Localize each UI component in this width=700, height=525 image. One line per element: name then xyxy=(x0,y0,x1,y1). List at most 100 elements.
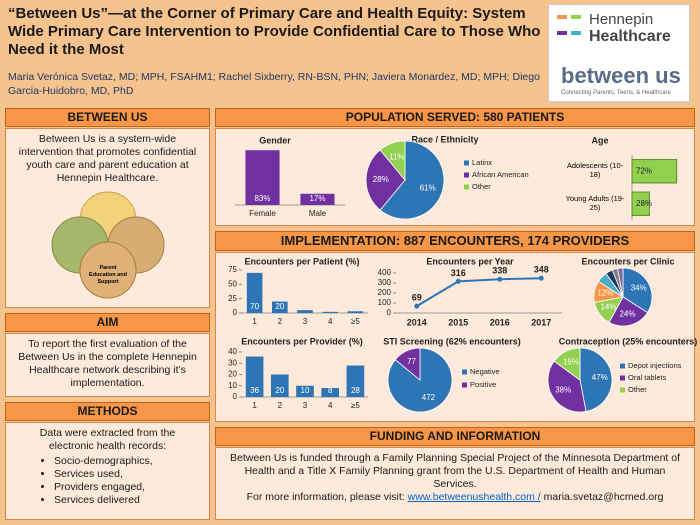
x-tick-label: 2014 xyxy=(407,317,427,327)
list-item: Services delivered xyxy=(54,494,199,507)
pie-slice xyxy=(547,360,587,413)
data-label: 17% xyxy=(309,194,325,203)
logo-tagline: Connecting Parents, Teens, & Healthcare xyxy=(561,90,671,96)
paragraph: To report the first evaluation of the Be… xyxy=(18,338,197,389)
x-tick-label: 3 xyxy=(303,401,308,410)
y-tick-label: 20 xyxy=(228,370,237,379)
x-tick-label: 1 xyxy=(252,317,257,326)
pie-slice xyxy=(617,267,624,298)
bar xyxy=(297,310,313,313)
bar xyxy=(245,356,264,397)
y-tick-label: Adolescents (10-18) xyxy=(566,161,624,180)
legend-swatch xyxy=(620,375,625,381)
legend-label: Other xyxy=(472,182,491,191)
bar xyxy=(296,385,314,397)
data-label: 77 xyxy=(407,357,416,366)
panel xyxy=(215,128,695,226)
chart-title: STI Screening (62% encounters) xyxy=(383,336,521,346)
contact: For more information, please visit: www.… xyxy=(230,491,680,504)
line xyxy=(416,277,542,307)
legend-swatch xyxy=(620,363,625,369)
data-label: 70 xyxy=(250,302,259,311)
bar xyxy=(270,374,289,397)
pie-slice xyxy=(394,347,421,381)
y-tick-label: 400 xyxy=(378,268,392,277)
legend-label: Negative xyxy=(470,367,500,376)
legend-label: Oral tablets xyxy=(628,373,667,382)
chart-title: Contraception (25% encounters) xyxy=(559,336,698,346)
heading: BETWEEN US xyxy=(5,108,210,127)
y-tick-label: Young Adults (19-25) xyxy=(565,193,625,212)
y-tick-label: 50 xyxy=(228,279,237,288)
data-label: 83% xyxy=(254,194,270,203)
data-label: 20 xyxy=(275,302,284,311)
y-tick-label: 25 xyxy=(228,294,237,303)
chart-title: Gender xyxy=(259,135,291,145)
x-tick-label: 3 xyxy=(303,317,308,326)
pie-slice xyxy=(379,140,406,182)
data-label: 472 xyxy=(422,393,436,402)
logo-brand: between us xyxy=(561,63,681,88)
data-label: 28% xyxy=(636,199,652,208)
y-tick-label: 100 xyxy=(378,298,392,307)
data-label: 34% xyxy=(631,283,647,292)
data-label: 14% xyxy=(600,303,616,312)
heading: METHODS xyxy=(5,402,210,421)
heading: FUNDING AND INFORMATION xyxy=(215,427,695,446)
data-label: 47% xyxy=(592,373,608,382)
y-tick-label: 40 xyxy=(228,347,237,356)
diagram-label: Parent Education and Support xyxy=(89,265,127,285)
legend-label: Other xyxy=(628,385,647,394)
legend-swatch xyxy=(464,184,469,190)
legend-swatch xyxy=(462,382,467,388)
y-tick-label: 0 xyxy=(233,392,238,401)
data-label: 36 xyxy=(250,386,259,395)
heading: POPULATION SERVED: 580 PATIENTS xyxy=(215,108,695,127)
bar xyxy=(245,150,280,205)
bar xyxy=(321,388,340,397)
data-label: 61% xyxy=(420,183,436,192)
y-tick-label: 75 xyxy=(228,265,237,274)
x-tick-label: 2015 xyxy=(448,317,468,327)
legend-label: Depot injections xyxy=(628,361,682,370)
data-label: 348 xyxy=(534,265,549,275)
bar xyxy=(246,272,263,313)
y-tick-label: 0 xyxy=(387,308,392,317)
x-tick-label: 2 xyxy=(278,317,283,326)
data-label: 28% xyxy=(373,175,389,184)
bar xyxy=(322,311,339,313)
paragraph: Between Us is a system-wide intervention… xyxy=(18,133,197,184)
x-tick-label: Male xyxy=(309,209,327,218)
chart-title: Encounters per Provider (%) xyxy=(241,336,363,346)
link[interactable]: www.betweenushealth.com / xyxy=(407,491,541,503)
data-label: 11% xyxy=(389,152,404,161)
data-label: 38% xyxy=(555,386,571,395)
email: maria.svetaz@hcmed.org xyxy=(543,491,664,503)
list-item: Services used, xyxy=(54,468,199,481)
paragraph: Between Us is funded through a Family Pl… xyxy=(230,452,680,490)
data-label: 72% xyxy=(636,166,652,175)
bar xyxy=(300,193,335,205)
data-label: 338 xyxy=(492,266,507,276)
legend-swatch xyxy=(464,172,469,178)
info-text: For more information, please visit: xyxy=(246,491,405,503)
list: Socio-demographics, Services used, Provi… xyxy=(16,455,199,507)
chart-title: Encounters per Clinic xyxy=(581,256,674,266)
x-tick-label: 2016 xyxy=(490,317,510,327)
bar xyxy=(631,191,650,216)
x-tick-label: 4 xyxy=(328,401,333,410)
y-tick-label: 0 xyxy=(233,308,238,317)
logo: Hennepin Healthcare between us Connectin… xyxy=(548,4,690,102)
legend-label: Latinx xyxy=(472,158,492,167)
legend-swatch xyxy=(464,160,469,166)
bar xyxy=(347,311,364,313)
section-body: To report the first evaluation of the Be… xyxy=(5,333,210,397)
bar xyxy=(631,159,678,184)
pie-slice xyxy=(365,149,406,211)
section-body: Between Us is funded through a Family Pl… xyxy=(215,447,695,520)
chart-title: Encounters per Year xyxy=(426,256,514,266)
data-label: 28 xyxy=(351,386,360,395)
x-tick-label: 2 xyxy=(278,401,283,410)
data-label: 69 xyxy=(412,292,422,302)
